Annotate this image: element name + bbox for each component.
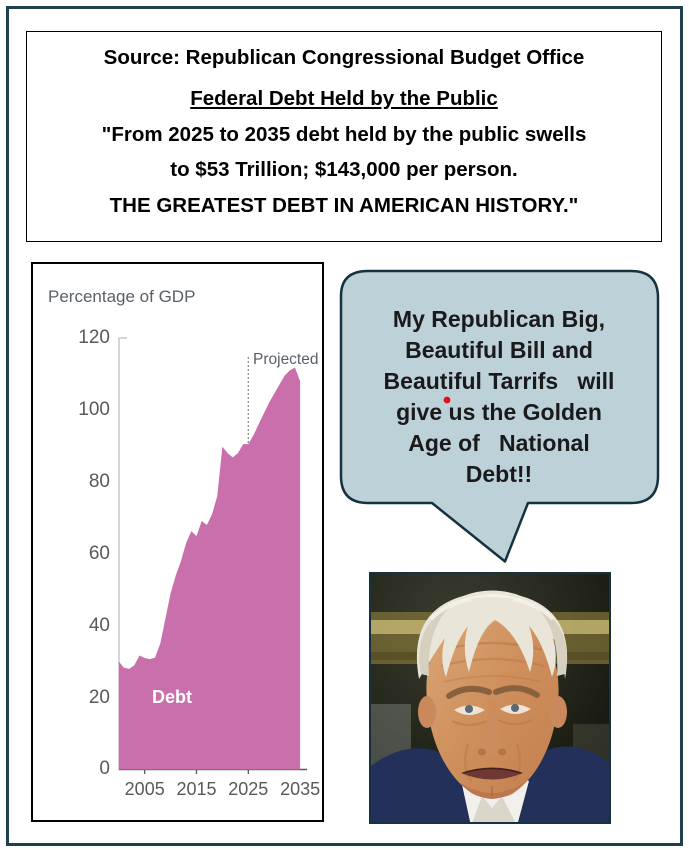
svg-text:Age of National: Age of National — [408, 430, 589, 456]
svg-text:Beautiful Tarrifs will: Beautiful Tarrifs will — [384, 368, 615, 394]
svg-text:give us the Golden: give us the Golden — [396, 399, 602, 425]
svg-text:My Republican Big,: My Republican Big, — [393, 306, 605, 332]
svg-text:Debt!!: Debt!! — [466, 461, 532, 487]
svg-text:Beautiful Bill and: Beautiful Bill and — [405, 337, 593, 363]
